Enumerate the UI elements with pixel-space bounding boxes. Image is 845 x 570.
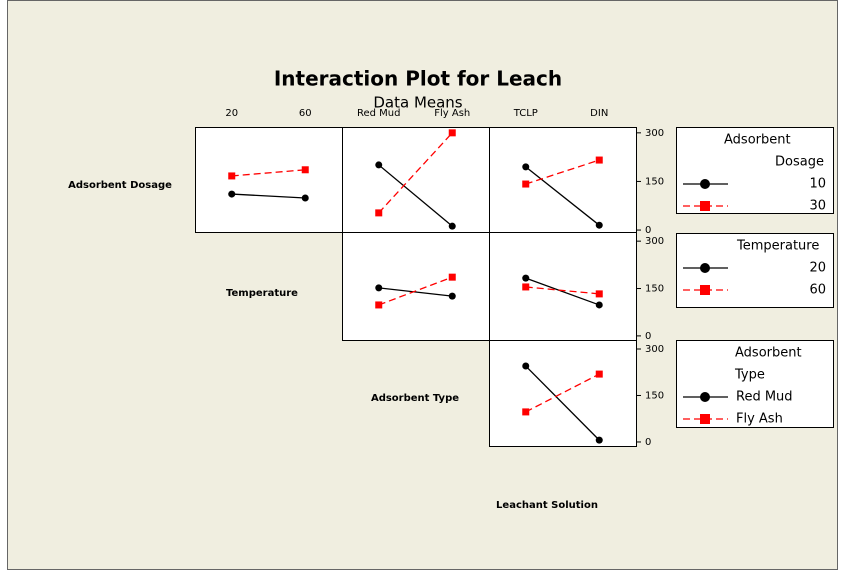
series-line bbox=[525, 286, 600, 295]
marker bbox=[522, 408, 530, 416]
series-line bbox=[378, 287, 453, 297]
marker bbox=[301, 194, 309, 202]
marker bbox=[375, 161, 383, 169]
panel bbox=[195, 127, 343, 233]
series-line bbox=[231, 169, 306, 177]
legend-label: Fly Ash bbox=[736, 412, 783, 427]
legend-marker bbox=[700, 201, 710, 211]
legend-label: 10 bbox=[809, 177, 826, 192]
y-tick-label: 150 bbox=[645, 390, 664, 401]
panel bbox=[342, 127, 490, 233]
y-tick-label: 0 bbox=[645, 331, 651, 342]
series-line bbox=[525, 365, 600, 441]
marker bbox=[375, 284, 383, 292]
panel bbox=[342, 232, 490, 341]
marker bbox=[595, 436, 603, 444]
marker bbox=[375, 209, 383, 217]
marker bbox=[228, 190, 236, 198]
x-tick-label: Fly Ash bbox=[434, 108, 470, 119]
row-label: Adsorbent Type bbox=[371, 393, 459, 404]
legend-label: 60 bbox=[809, 283, 826, 298]
x-tick-label: TCLP bbox=[513, 108, 538, 119]
legend-label: 30 bbox=[809, 199, 826, 214]
legend-marker bbox=[700, 392, 710, 402]
series-line bbox=[525, 159, 600, 185]
y-tick-label: 150 bbox=[645, 284, 664, 295]
legend-title: Adsorbent bbox=[724, 133, 791, 148]
row-label: Adsorbent Dosage bbox=[68, 180, 172, 191]
marker bbox=[595, 370, 603, 378]
legend-marker bbox=[700, 263, 710, 273]
legend-title: Type bbox=[734, 368, 765, 383]
series-line bbox=[231, 193, 306, 199]
x-tick-label: 60 bbox=[299, 108, 312, 119]
y-tick-label: 300 bbox=[645, 344, 664, 355]
marker bbox=[448, 129, 456, 137]
legend-marker bbox=[700, 285, 710, 295]
marker bbox=[522, 283, 530, 291]
series-line bbox=[378, 276, 453, 306]
marker bbox=[448, 273, 456, 281]
legend-title: Adsorbent bbox=[735, 346, 802, 361]
marker bbox=[595, 156, 603, 164]
marker bbox=[448, 222, 456, 230]
chart-subtitle: Data Means bbox=[373, 94, 462, 112]
marker bbox=[448, 292, 456, 300]
x-tick-label: Red Mud bbox=[357, 108, 401, 119]
legend-box bbox=[676, 127, 834, 214]
marker bbox=[595, 290, 603, 298]
series-line bbox=[378, 132, 453, 214]
y-tick-label: 0 bbox=[645, 225, 651, 236]
y-tick-label: 150 bbox=[645, 176, 664, 187]
x-tick-label: 20 bbox=[225, 108, 238, 119]
marker bbox=[522, 274, 530, 282]
legend-title: Temperature bbox=[736, 239, 819, 254]
series-line bbox=[525, 373, 600, 413]
row-label: Temperature bbox=[226, 288, 298, 299]
marker bbox=[522, 180, 530, 188]
legend-marker bbox=[700, 179, 710, 189]
y-tick-label: 300 bbox=[645, 236, 664, 247]
marker bbox=[522, 362, 530, 370]
series-line bbox=[525, 166, 600, 226]
panel bbox=[489, 232, 637, 341]
legend-box bbox=[676, 340, 834, 428]
series-line bbox=[378, 164, 453, 227]
marker bbox=[595, 221, 603, 229]
marker bbox=[595, 301, 603, 309]
marker bbox=[375, 301, 383, 309]
y-tick-label: 300 bbox=[645, 128, 664, 139]
marker bbox=[522, 163, 530, 171]
panel bbox=[489, 340, 637, 447]
x-tick-label: DIN bbox=[590, 108, 608, 119]
marker bbox=[301, 166, 309, 174]
y-tick-label: 0 bbox=[645, 437, 651, 448]
marker bbox=[228, 172, 236, 180]
legend-label: 20 bbox=[809, 261, 826, 276]
legend-marker bbox=[700, 414, 710, 424]
row-label: Leachant Solution bbox=[496, 500, 598, 511]
panel bbox=[489, 127, 637, 233]
legend-title: Dosage bbox=[775, 155, 824, 170]
series-line bbox=[525, 277, 600, 306]
legend-label: Red Mud bbox=[736, 390, 793, 405]
chart-title: Interaction Plot for Leach bbox=[274, 67, 562, 91]
